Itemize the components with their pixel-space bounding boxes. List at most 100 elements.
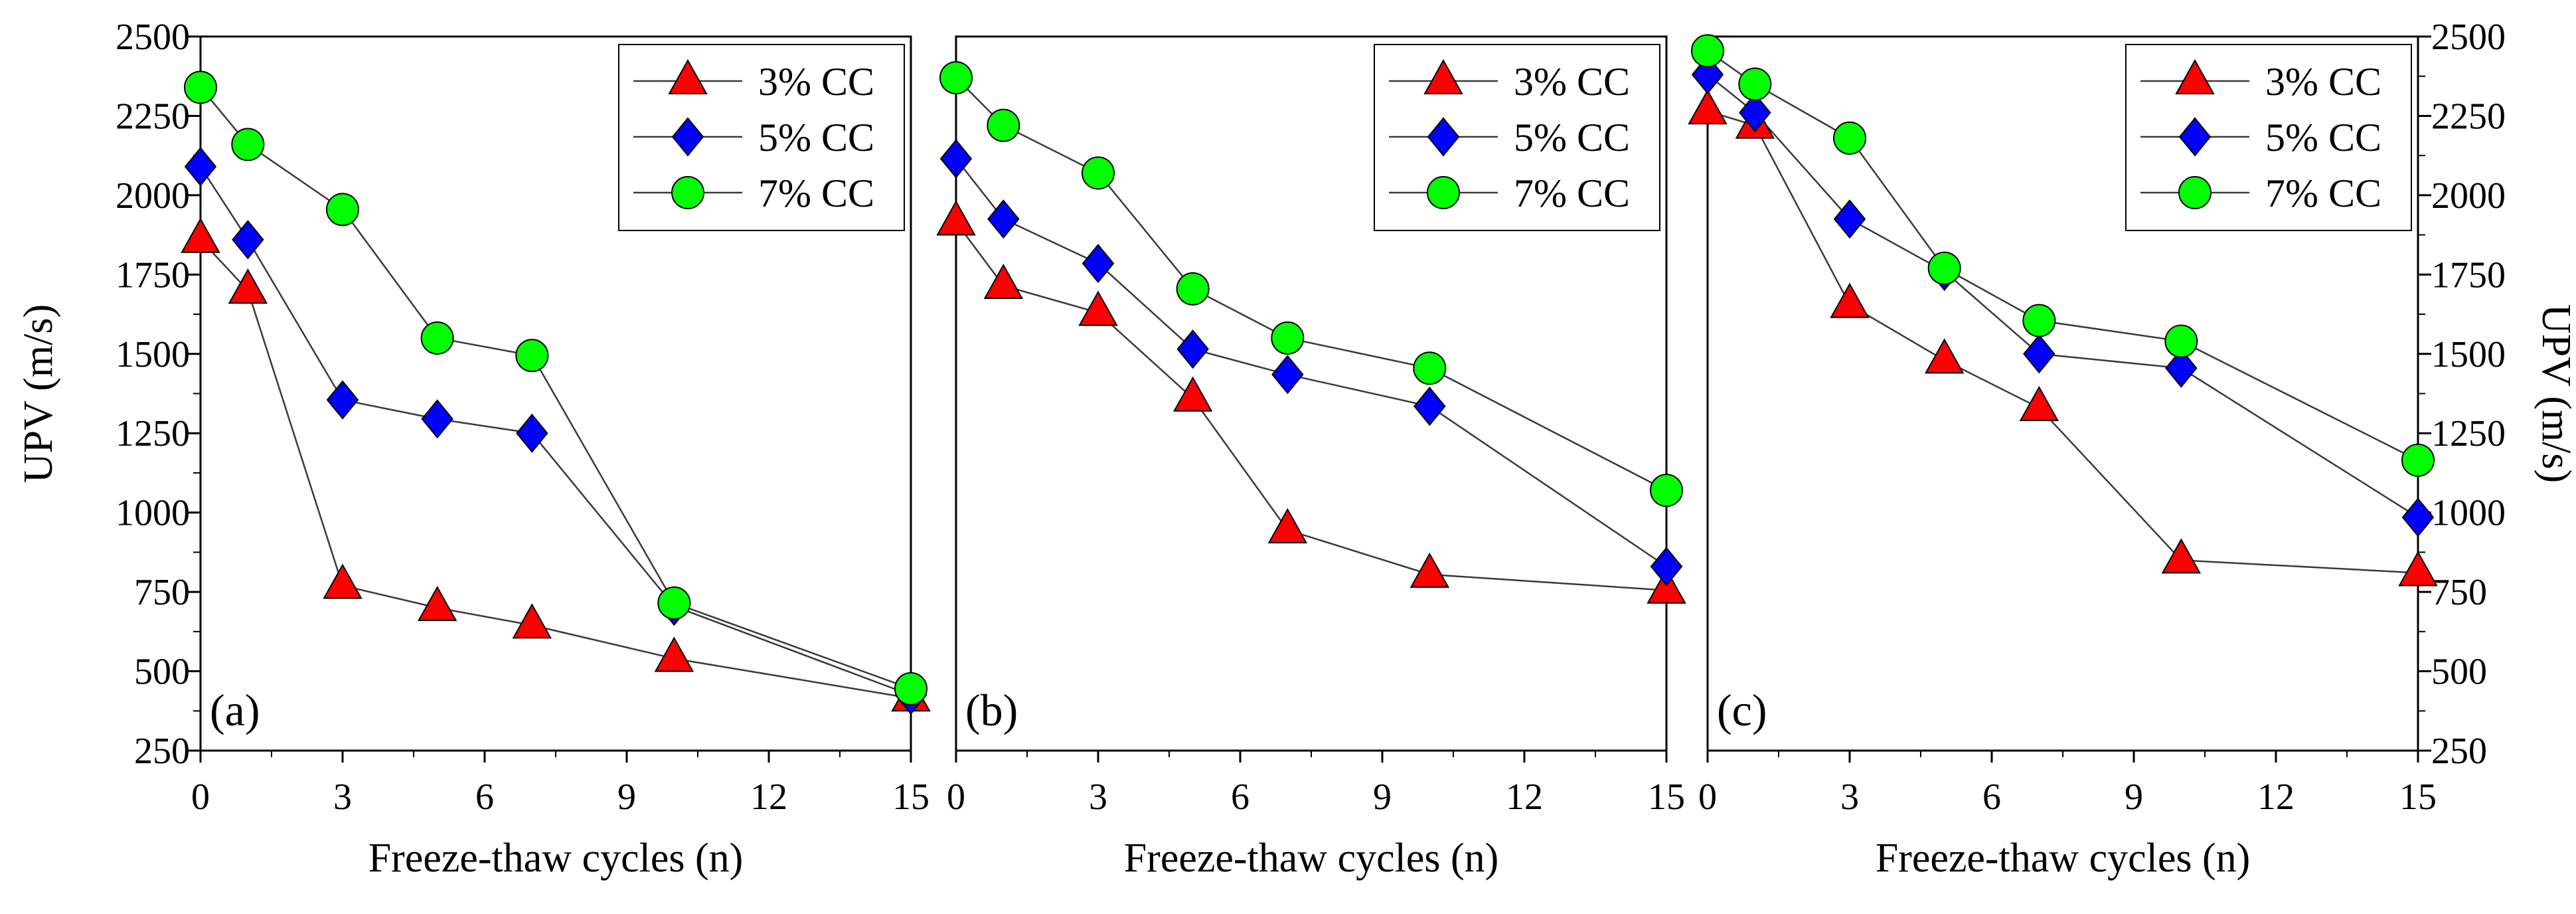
y-tick-label: 500 xyxy=(134,652,190,693)
chart-root: 0 3 6 9 12 1525050075010001250150017502000225… xyxy=(16,17,2576,881)
x-tick-label: 6 xyxy=(1231,777,1249,818)
x-tick-label: 6 xyxy=(1982,777,2001,818)
data-point-diamond xyxy=(1833,199,1866,239)
data-point-triangle xyxy=(1924,338,1965,374)
data-point-diamond xyxy=(1650,547,1683,587)
data-point-triangle xyxy=(1409,552,1450,588)
data-point-circle xyxy=(1082,156,1115,190)
legend-label: 3% CC xyxy=(2265,60,2381,104)
data-point-diamond xyxy=(516,413,548,453)
panel-label: (b) xyxy=(965,685,1018,735)
x-tick-label: 0 xyxy=(947,777,965,818)
data-point-circle xyxy=(2401,443,2435,477)
y-tick-label: 750 xyxy=(2431,572,2487,613)
x-tick-label: 12 xyxy=(1506,777,1543,818)
legend-marker-diamond xyxy=(1427,117,1460,157)
y-tick-label: 250 xyxy=(2431,731,2487,772)
legend-label: 3% CC xyxy=(1514,60,1630,104)
legend-marker-circle xyxy=(1427,176,1460,209)
x-tick-label: 6 xyxy=(475,777,494,818)
data-point-triangle xyxy=(1267,507,1308,543)
legend-marker-triangle xyxy=(2175,58,2215,94)
data-point-circle xyxy=(939,61,973,95)
legend: 3% CC 5% CC 7% CC xyxy=(618,44,905,231)
y-tick-label: 1000 xyxy=(2431,493,2506,534)
data-point-circle xyxy=(1691,34,1724,68)
data-point-diamond xyxy=(1271,355,1304,395)
legend-label: 7% CC xyxy=(1514,171,1630,215)
y-tick-label: 1500 xyxy=(2431,334,2506,375)
x-tick-label: 15 xyxy=(892,777,929,818)
data-point-circle xyxy=(420,321,454,355)
data-point-circle xyxy=(987,108,1020,142)
data-point-triangle xyxy=(323,563,362,599)
data-point-diamond xyxy=(987,199,1020,239)
x-tick-label: 0 xyxy=(191,777,210,818)
data-point-circle xyxy=(894,672,927,705)
data-point-circle xyxy=(1738,67,1772,101)
y-tick-label: 2000 xyxy=(2431,175,2506,217)
data-point-diamond xyxy=(2401,498,2435,537)
x-axis-title: Freeze-thaw cycles (n) xyxy=(368,836,744,881)
panel-b: 0 3 6 9 12 15 Freeze-thaw cycles (n) (b) 3% CC 5%… xyxy=(936,35,1686,881)
data-point-triangle xyxy=(2398,551,2438,587)
legend-label: 5% CC xyxy=(758,116,874,159)
x-tick-label: 3 xyxy=(333,777,352,818)
data-point-circle xyxy=(1413,351,1447,385)
data-point-triangle xyxy=(2161,538,2202,574)
x-axis-title: Freeze-thaw cycles (n) xyxy=(1124,836,1499,881)
data-point-diamond xyxy=(1176,329,1209,369)
y-tick-label: 750 xyxy=(134,572,190,613)
data-point-diamond xyxy=(232,220,264,260)
data-point-triangle xyxy=(936,200,976,236)
data-point-circle xyxy=(657,586,691,620)
data-point-circle xyxy=(1927,251,1961,285)
x-tick-label: 0 xyxy=(1698,777,1717,818)
legend: 3% CC 5% CC 7% CC xyxy=(2125,44,2412,231)
y-tick-label: 2500 xyxy=(116,17,190,58)
x-tick-label: 9 xyxy=(1373,777,1392,818)
y-tick-label: 1000 xyxy=(116,493,190,534)
data-point-diamond xyxy=(421,399,453,439)
data-point-triangle xyxy=(181,217,220,253)
y-tick-label: 2250 xyxy=(116,96,190,137)
y-axis-title-right: UPV (m/s) xyxy=(2534,304,2576,483)
data-point-triangle xyxy=(654,636,694,672)
data-point-diamond xyxy=(2023,334,2055,374)
data-point-circle xyxy=(1271,321,1305,355)
legend-label: 5% CC xyxy=(2265,116,2381,159)
y-tick-label: 2500 xyxy=(2431,17,2506,58)
y-tick-label: 1750 xyxy=(2431,254,2506,296)
data-point-triangle xyxy=(228,268,268,304)
data-point-triangle xyxy=(512,603,552,639)
x-tick-label: 3 xyxy=(1089,777,1107,818)
data-point-triangle xyxy=(1688,89,1728,125)
legend-marker-circle xyxy=(671,176,704,209)
data-point-diamond xyxy=(326,380,359,420)
data-point-triangle xyxy=(983,264,1024,300)
y-tick-label: 500 xyxy=(2431,652,2487,693)
data-point-diamond xyxy=(184,147,217,187)
data-point-diamond xyxy=(2165,348,2198,388)
x-tick-label: 9 xyxy=(2125,777,2143,818)
legend-marker-diamond xyxy=(671,117,704,157)
data-point-diamond xyxy=(1082,244,1115,284)
data-point-circle xyxy=(2164,324,2198,358)
x-tick-label: 3 xyxy=(1840,777,1859,818)
y-tick-label: 1750 xyxy=(116,254,190,296)
data-point-diamond xyxy=(1739,93,1771,133)
data-point-triangle xyxy=(1647,568,1686,604)
data-point-circle xyxy=(2022,304,2056,337)
data-point-triangle xyxy=(417,585,457,621)
data-point-triangle xyxy=(2019,385,2059,421)
data-point-circle xyxy=(184,70,217,104)
y-tick-label: 1500 xyxy=(116,334,190,375)
legend-marker-triangle xyxy=(1423,58,1463,94)
data-point-circle xyxy=(1176,272,1210,306)
data-point-circle xyxy=(326,193,359,227)
y-tick-label: 2250 xyxy=(2431,96,2506,137)
data-point-triangle xyxy=(1830,282,1870,318)
panel-a: 0 3 6 9 12 15 250 500 750 1000 1250 1500 1750 2000 225… xyxy=(116,17,931,881)
x-tick-label: 12 xyxy=(2257,777,2294,818)
panel-label: (a) xyxy=(210,685,260,735)
